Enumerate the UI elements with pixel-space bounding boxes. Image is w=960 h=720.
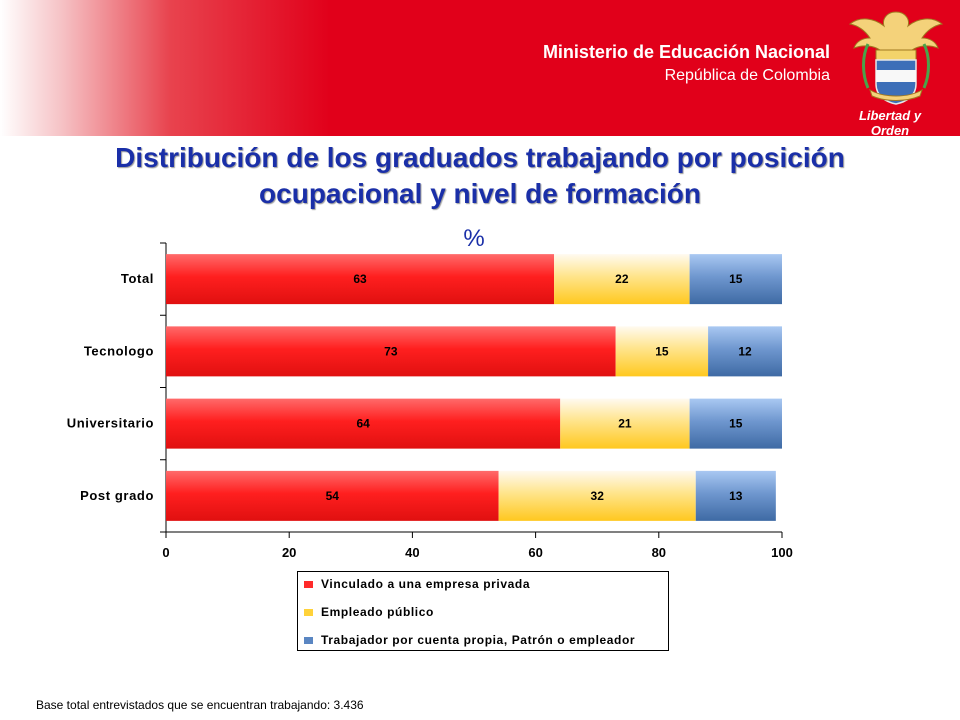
bar-segment-selfemployed: [708, 326, 782, 377]
x-tick-label: 0: [162, 545, 169, 560]
category-label: Post grado: [80, 488, 154, 503]
data-label: 15: [729, 417, 743, 431]
header-band: [0, 0, 960, 136]
legend-swatch-private: [304, 581, 313, 589]
country-name: República de Colombia: [664, 67, 830, 84]
data-label: 22: [615, 272, 629, 286]
title-line-2: ocupacional y nivel de formación: [259, 178, 701, 209]
bar-segment-private: [166, 470, 499, 521]
legend-label-private: Vinculado a una empresa privada: [321, 577, 531, 591]
data-label: 64: [356, 417, 370, 431]
motto-logo-text: Libertad y Orden: [858, 108, 922, 138]
bar-segment-selfemployed: [689, 398, 782, 449]
data-label: 73: [384, 344, 398, 358]
data-label: 32: [591, 489, 605, 503]
chart-title: Distribución de los graduados trabajando…: [40, 140, 920, 212]
bar-segment-private: [166, 398, 561, 449]
data-label: 21: [618, 417, 632, 431]
data-label: 63: [353, 272, 367, 286]
title-line-1: Distribución de los graduados trabajando…: [115, 142, 845, 173]
unit-label: %: [463, 225, 484, 252]
bar-segment-public: [498, 470, 696, 521]
bar-segment-private: [166, 326, 616, 377]
data-label: 13: [729, 489, 743, 503]
x-tick-label: 60: [528, 545, 542, 560]
coat-of-arms-logo: [848, 11, 944, 105]
data-label: 12: [738, 344, 752, 358]
chart-legend: Vinculado a una empresa privada Empleado…: [297, 571, 669, 651]
category-label: Tecnologo: [84, 343, 154, 358]
bar-segment-public: [615, 326, 709, 377]
bar-segment-private: [166, 254, 555, 305]
legend-label-self-employed: Trabajador por cuenta propia, Patrón o e…: [321, 633, 636, 647]
data-label: 54: [326, 489, 340, 503]
legend-item-public: Empleado público: [304, 605, 434, 619]
legend-item-private: Vinculado a una empresa privada: [304, 577, 530, 591]
legend-label-public: Empleado público: [321, 605, 434, 619]
legend-swatch-public: [304, 609, 313, 617]
data-label: 15: [655, 344, 669, 358]
category-label: Universitario: [67, 416, 154, 431]
data-label: 15: [729, 272, 743, 286]
x-tick-label: 80: [652, 545, 666, 560]
bar-segment-public: [554, 254, 690, 305]
footnote: Base total entrevistados que se encuentr…: [36, 698, 364, 712]
ministry-block: Ministerio de Educación Nacional Repúbli…: [543, 42, 830, 85]
bar-segment-selfemployed: [689, 254, 782, 305]
legend-item-self-employed: Trabajador por cuenta propia, Patrón o e…: [304, 633, 635, 647]
x-tick-label: 20: [282, 545, 296, 560]
bar-segment-public: [560, 398, 690, 449]
x-tick-label: 100: [771, 545, 793, 560]
ministry-name: Ministerio de Educación Nacional: [542, 42, 830, 62]
bar-segment-selfemployed: [695, 470, 776, 521]
x-tick-label: 40: [405, 545, 419, 560]
legend-swatch-self-employed: [304, 637, 313, 645]
category-label: Total: [121, 271, 154, 286]
